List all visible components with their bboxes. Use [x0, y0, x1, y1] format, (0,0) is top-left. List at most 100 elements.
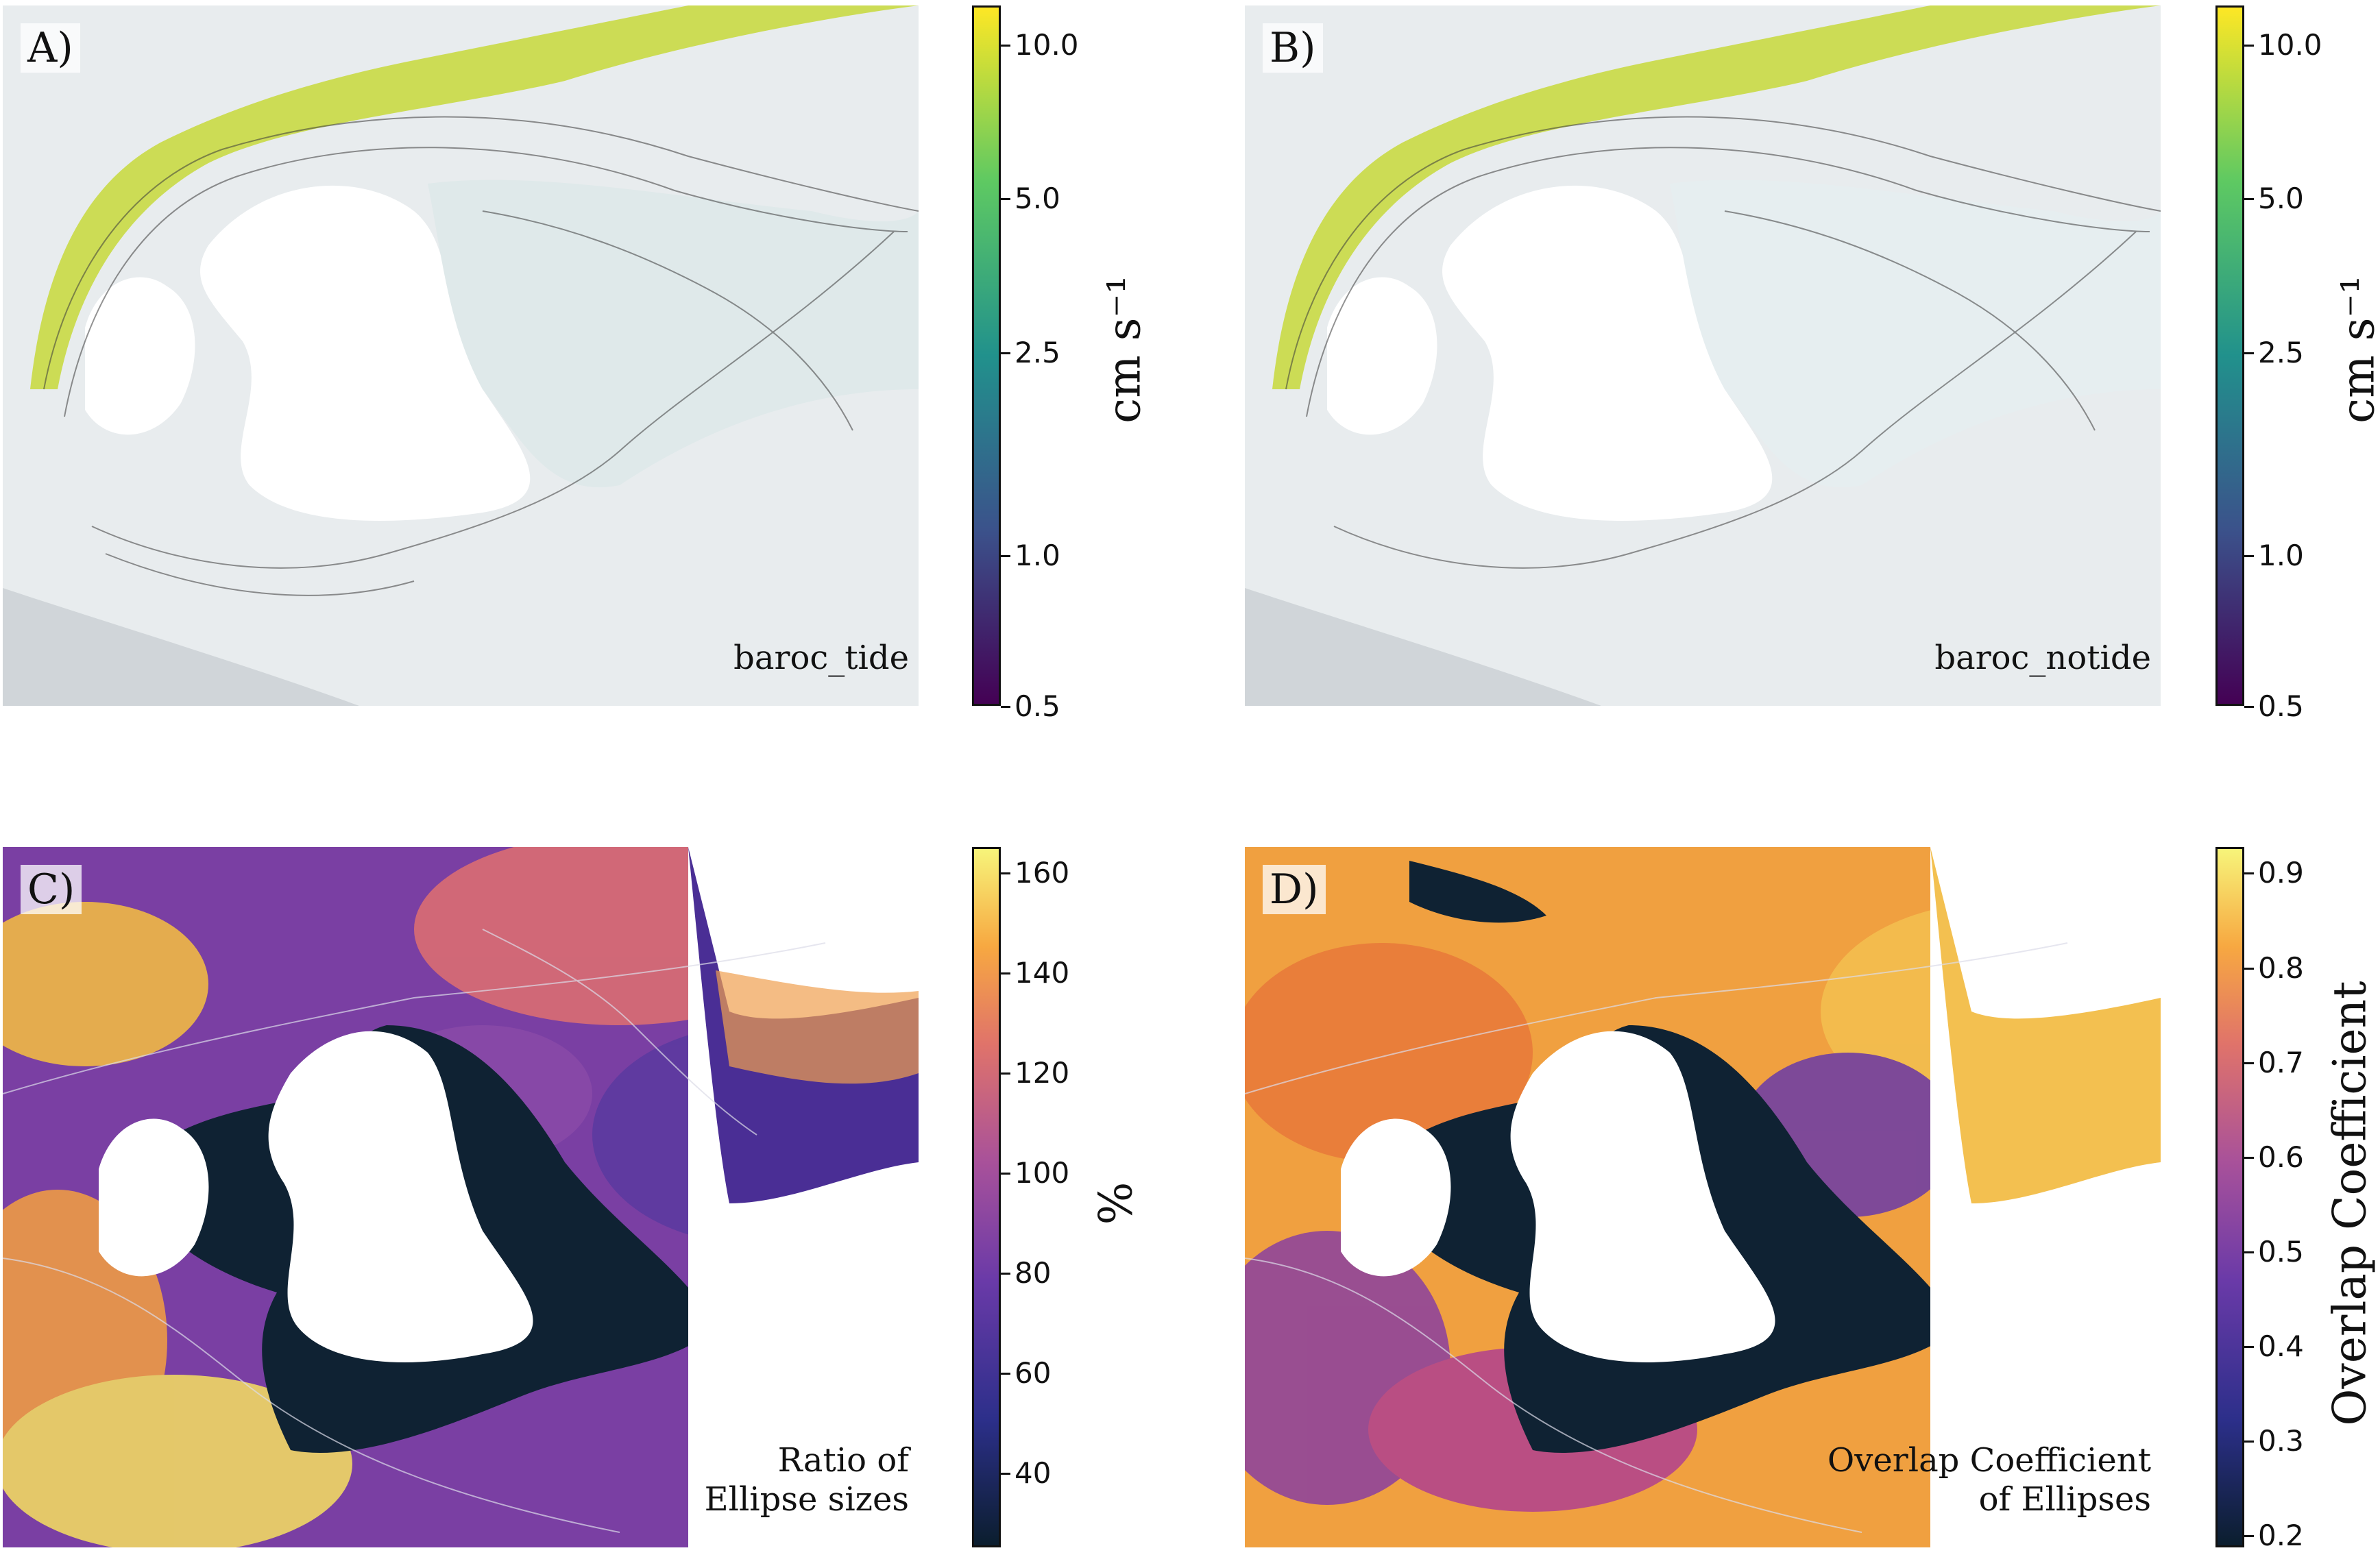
cbar-tick-mark	[1001, 352, 1010, 354]
cbar-tick-mark	[2244, 45, 2254, 47]
cbar-tick-mark	[1001, 1173, 1010, 1175]
panel-letter: B)	[1263, 23, 1323, 73]
map-d-graphic	[1245, 847, 2161, 1547]
cbar-tick-label: 100	[1015, 1156, 1070, 1190]
map-a: A) baroc_tide	[3, 5, 919, 706]
coast-landmass-britain	[1442, 185, 1773, 521]
caption-line: Ratio of	[777, 1440, 909, 1480]
panel-a: A) baroc_tide 10.0 5.0 2.5 1.0 0.5 cm s⁻…	[0, 0, 1179, 721]
panel-caption: baroc_tide	[733, 639, 909, 678]
contours-b	[1285, 116, 2161, 569]
cbar-tick-mark	[2244, 968, 2254, 970]
panel-letter: C)	[21, 865, 82, 914]
south-shelf-grey	[3, 588, 359, 706]
coast-landmass-britain	[1510, 1031, 1775, 1362]
colorbar-label: cm s⁻¹	[1097, 275, 1151, 424]
cbar-tick-mark	[2244, 1251, 2254, 1253]
cbar-tick-label: 0.3	[2258, 1424, 2304, 1458]
cbar-tick-label: 0.5	[2258, 1235, 2304, 1268]
map-b: B) baroc_notide	[1245, 5, 2161, 706]
cbar-tick-mark	[2244, 872, 2254, 874]
cbar-tick-mark	[2244, 555, 2254, 557]
cbar-tick-mark	[2244, 198, 2254, 200]
cbar-tick-label: 5.0	[1015, 182, 1060, 215]
north-sea-shelf	[1670, 180, 2161, 488]
cbar-tick-label: 2.5	[1015, 336, 1060, 369]
panel-letter: D)	[1263, 865, 1326, 914]
cbar-tick-label: 0.6	[2258, 1140, 2304, 1174]
cbar-tick-mark	[1001, 972, 1010, 974]
colorbar-c	[972, 847, 1001, 1547]
panel-caption: baroc_notide	[1934, 639, 2151, 678]
caption-line: of Ellipses	[1978, 1480, 2151, 1519]
coast-landmass-ireland	[1327, 277, 1437, 435]
cbar-tick-mark	[2244, 352, 2254, 354]
cbar-tick-label: 120	[1015, 1056, 1070, 1090]
coast-landmass-ireland	[1341, 1118, 1451, 1277]
cbar-tick-label: 10.0	[1015, 28, 1079, 62]
shelf-break-band	[1272, 5, 2161, 389]
panel-caption: Overlap Coefficient of Ellipses	[1827, 1441, 2151, 1520]
cbar-tick-mark	[2244, 1157, 2254, 1159]
cbar-tick-label: 10.0	[2258, 28, 2322, 62]
cbar-tick-mark	[1001, 198, 1010, 200]
cbar-tick-label: 0.8	[2258, 951, 2304, 985]
cbar-tick-label: 0.4	[2258, 1329, 2304, 1363]
cbar-tick-mark	[1001, 1072, 1010, 1075]
cbar-tick-mark	[1001, 1273, 1010, 1275]
panel-caption: Ratio of Ellipse sizes	[705, 1441, 909, 1520]
map-c-graphic	[3, 847, 919, 1547]
cbar-tick-label: 60	[1015, 1356, 1052, 1390]
coast-landmass-britain	[200, 185, 531, 521]
cbar-tick-mark	[1001, 872, 1010, 874]
south-shelf-grey	[1245, 588, 1601, 706]
colorbar-b	[2215, 5, 2244, 706]
map-d: D) Overlap Coefficient of Ellipses	[1245, 847, 2161, 1547]
map-c: C) Ratio of Ellipse sizes	[3, 847, 919, 1547]
cbar-tick-label: 5.0	[2258, 182, 2304, 215]
cbar-tick-label: 0.9	[2258, 856, 2304, 890]
northeast-ratio-high	[716, 970, 919, 1084]
shelf-break-band	[30, 5, 919, 389]
cbar-tick-label: 80	[1015, 1256, 1052, 1290]
coast-landmass-ireland	[85, 277, 195, 435]
cbar-tick-mark	[2244, 1535, 2254, 1537]
colorbar-d	[2215, 847, 2244, 1547]
panel-c: C) Ratio of Ellipse sizes 160 140 120 10…	[0, 847, 1179, 1557]
panel-b: B) baroc_notide 10.0 5.0 2.5 1.0 0.5 cm …	[1241, 0, 2380, 721]
map-a-graphic	[3, 5, 919, 706]
colorbar-label: cm s⁻¹	[2331, 275, 2380, 424]
cbar-tick-mark	[1001, 45, 1010, 47]
cbar-tick-mark	[2244, 706, 2254, 708]
cbar-tick-mark	[2244, 1440, 2254, 1443]
cbar-tick-mark	[1001, 1373, 1010, 1375]
cbar-tick-mark	[2244, 1346, 2254, 1348]
north-low-overlap	[1409, 861, 1546, 923]
contours-a	[43, 116, 919, 596]
colorbar-label: %	[1089, 1181, 1143, 1225]
panel-d: D) Overlap Coefficient of Ellipses 0.9 0…	[1241, 847, 2380, 1557]
cbar-tick-label: 0.5	[2258, 689, 2304, 723]
cbar-tick-label: 1.0	[1015, 539, 1060, 572]
cbar-tick-label: 160	[1015, 856, 1070, 890]
caption-line: Overlap Coefficient	[1827, 1440, 2151, 1480]
cbar-tick-label: 40	[1015, 1456, 1052, 1490]
coast-landmass-britain	[268, 1031, 533, 1362]
north-sea-shelf	[428, 180, 919, 488]
cbar-tick-label: 2.5	[2258, 336, 2304, 369]
coast-landmass-ireland	[99, 1118, 209, 1277]
cbar-tick-label: 0.5	[1015, 689, 1060, 723]
map-b-graphic	[1245, 5, 2161, 706]
cbar-tick-label: 0.7	[2258, 1046, 2304, 1079]
colorbar-label: Overlap Coefficient	[2323, 981, 2377, 1426]
cbar-tick-mark	[1001, 1473, 1010, 1475]
cbar-tick-mark	[2244, 1062, 2254, 1064]
panel-letter: A)	[21, 23, 80, 73]
cbar-tick-mark	[1001, 555, 1010, 557]
europe-shelf	[1930, 847, 2161, 1203]
colorbar-a	[972, 5, 1001, 706]
cbar-tick-label: 0.2	[2258, 1519, 2304, 1552]
contours-c	[3, 929, 826, 1533]
cbar-tick-label: 140	[1015, 956, 1070, 990]
contours-d	[1245, 942, 2068, 1533]
